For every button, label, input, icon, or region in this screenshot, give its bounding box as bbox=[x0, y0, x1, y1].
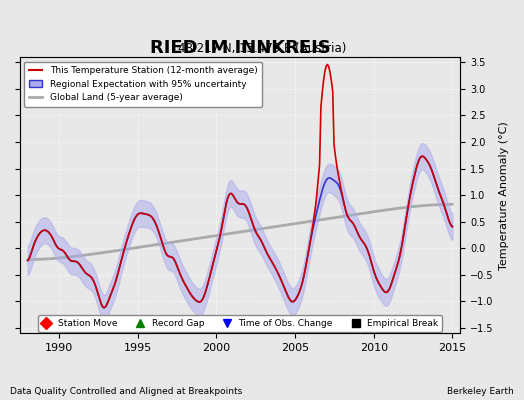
Text: Berkeley Earth: Berkeley Earth bbox=[447, 387, 514, 396]
Text: 48.217 N, 13.479 E (Austria): 48.217 N, 13.479 E (Austria) bbox=[178, 42, 346, 55]
Title: RIED IM INNKREIS: RIED IM INNKREIS bbox=[150, 39, 331, 57]
Y-axis label: Temperature Anomaly (°C): Temperature Anomaly (°C) bbox=[499, 121, 509, 270]
Text: Data Quality Controlled and Aligned at Breakpoints: Data Quality Controlled and Aligned at B… bbox=[10, 387, 243, 396]
Legend: Station Move, Record Gap, Time of Obs. Change, Empirical Break: Station Move, Record Gap, Time of Obs. C… bbox=[38, 315, 442, 332]
